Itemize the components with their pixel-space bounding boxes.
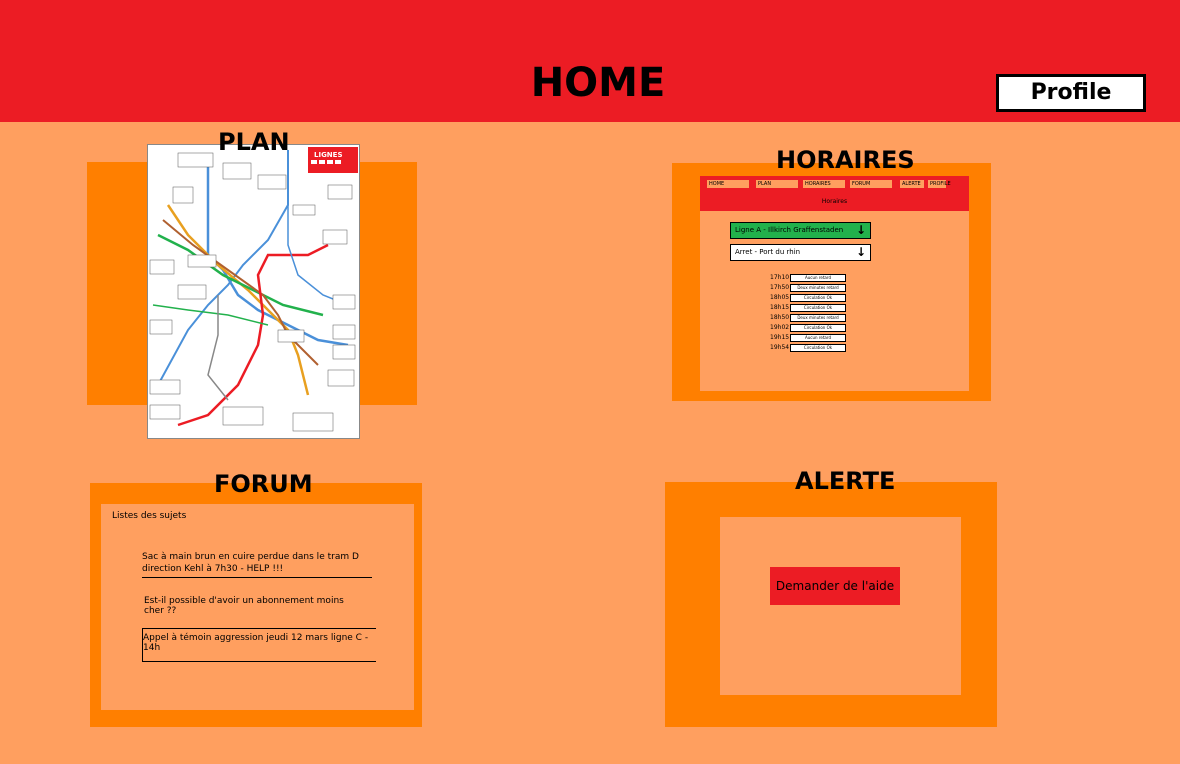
line-select-value: Ligne A - Illkirch Graffenstaden xyxy=(735,226,844,234)
alerte-content xyxy=(720,517,961,695)
schedule-status: Circulation Ok xyxy=(790,324,846,332)
arrow-down-icon: ↓ xyxy=(855,223,866,237)
schedule-time: 18h15 xyxy=(770,304,790,311)
transit-map-image[interactable]: LIGNES xyxy=(147,144,360,439)
nav-tab-alerte[interactable]: ALERTE xyxy=(900,180,924,188)
schedule-time: 18h50 xyxy=(770,314,790,321)
profile-button[interactable]: Profile xyxy=(996,74,1146,112)
nav-tab-horaires[interactable]: HORAIRES xyxy=(803,180,845,188)
forum-topic[interactable]: Appel à témoin aggression jeudi 12 mars … xyxy=(142,628,376,662)
topic-list-label: Listes des sujets xyxy=(112,511,187,521)
schedule-status: Aucun retard xyxy=(790,334,846,342)
horaires-subtitle: Horaires xyxy=(821,198,848,205)
schedule-time: 19h54 xyxy=(770,344,790,351)
arrow-down-icon: ↓ xyxy=(855,245,866,259)
horaires-title: HORAIRES xyxy=(776,146,915,174)
transit-map-drawing: LIGNES xyxy=(149,147,358,432)
schedule-time: 19h15 xyxy=(770,334,790,341)
schedule-status: Aucun retard xyxy=(790,274,846,282)
page-title: HOME xyxy=(530,60,666,106)
forum-title: FORUM xyxy=(214,470,313,498)
nav-tab-plan[interactable]: PLAN xyxy=(756,180,798,188)
forum-topic[interactable]: Est-il possible d'avoir un abonnement mo… xyxy=(144,596,344,616)
map-heading: LIGNES xyxy=(314,151,343,159)
stop-select[interactable]: Arret - Port du rhin ↓ xyxy=(730,244,871,261)
plan-title: PLAN xyxy=(218,128,290,156)
forum-topic-list: Listes des sujets Sac à main brun en cui… xyxy=(101,504,414,710)
schedule-status: Deux minutes retard xyxy=(790,284,846,292)
line-select[interactable]: Ligne A - Illkirch Graffenstaden ↓ xyxy=(730,222,871,239)
forum-topic[interactable]: Sac à main brun en cuire perdue dans le … xyxy=(142,551,372,578)
stop-select-value: Arret - Port du rhin xyxy=(735,248,801,256)
nav-tab-home[interactable]: HOME xyxy=(707,180,749,188)
nav-tab-profile[interactable]: PROFILE xyxy=(928,180,951,188)
nav-tab-forum[interactable]: FORUM xyxy=(850,180,892,188)
schedule-status: Circulation Ok xyxy=(790,294,846,302)
horaires-nav-bar: HOME PLAN HORAIRES FORUM ALERTE PROFILE … xyxy=(700,176,969,211)
schedule-time: 19h02 xyxy=(770,324,790,331)
schedule-status: Circulation Ok xyxy=(790,344,846,352)
alerte-title: ALERTE xyxy=(795,467,896,495)
horaires-screen-mockup: HOME PLAN HORAIRES FORUM ALERTE PROFILE … xyxy=(700,176,969,391)
request-help-button[interactable]: Demander de l'aide xyxy=(770,567,900,605)
schedule-status: Deux minutes retard xyxy=(790,314,846,322)
schedule-time: 18h05 xyxy=(770,294,790,301)
schedule-time: 17h50 xyxy=(770,284,790,291)
schedule-time: 17h10 xyxy=(770,274,790,281)
header-bar xyxy=(0,0,1180,122)
schedule-status: Circulation Ok xyxy=(790,304,846,312)
